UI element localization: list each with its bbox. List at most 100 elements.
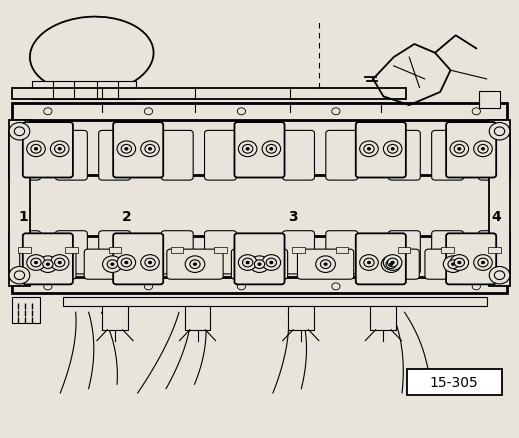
- Circle shape: [257, 263, 262, 266]
- Circle shape: [148, 148, 152, 151]
- Circle shape: [323, 263, 327, 266]
- Bar: [9, 121, 30, 286]
- Bar: [63, 297, 487, 306]
- Bar: [489, 121, 510, 286]
- FancyBboxPatch shape: [425, 250, 481, 279]
- FancyBboxPatch shape: [231, 250, 288, 279]
- Circle shape: [367, 261, 371, 265]
- Circle shape: [43, 260, 53, 269]
- Circle shape: [193, 263, 197, 266]
- Bar: [171, 248, 183, 253]
- Circle shape: [266, 145, 277, 154]
- Circle shape: [190, 260, 200, 269]
- Circle shape: [384, 141, 402, 157]
- FancyBboxPatch shape: [20, 250, 76, 279]
- FancyBboxPatch shape: [161, 131, 193, 181]
- FancyBboxPatch shape: [363, 250, 419, 279]
- Circle shape: [262, 141, 281, 157]
- Circle shape: [478, 258, 488, 267]
- Circle shape: [457, 148, 461, 151]
- Bar: [442, 248, 454, 253]
- Circle shape: [443, 256, 463, 273]
- Text: 1: 1: [18, 210, 28, 224]
- Circle shape: [495, 127, 504, 136]
- Bar: [479, 92, 500, 109]
- Circle shape: [31, 145, 41, 154]
- Circle shape: [141, 141, 159, 157]
- Circle shape: [107, 260, 117, 269]
- Bar: [18, 248, 31, 253]
- Bar: [102, 306, 128, 330]
- Circle shape: [489, 123, 510, 141]
- Circle shape: [245, 148, 250, 151]
- Circle shape: [360, 141, 378, 157]
- Circle shape: [141, 255, 159, 271]
- FancyBboxPatch shape: [432, 131, 463, 181]
- Circle shape: [38, 256, 58, 273]
- Circle shape: [254, 260, 265, 269]
- Circle shape: [367, 148, 371, 151]
- Bar: [406, 369, 502, 395]
- Circle shape: [269, 261, 274, 265]
- FancyBboxPatch shape: [9, 231, 40, 274]
- FancyBboxPatch shape: [84, 250, 141, 279]
- Bar: [488, 248, 501, 253]
- Circle shape: [117, 141, 135, 157]
- Circle shape: [237, 283, 245, 290]
- Bar: [12, 297, 40, 323]
- Circle shape: [46, 263, 50, 266]
- Circle shape: [242, 258, 253, 267]
- Circle shape: [238, 141, 257, 157]
- Text: 2: 2: [121, 210, 131, 224]
- Bar: [398, 248, 411, 253]
- Bar: [292, 248, 305, 253]
- FancyBboxPatch shape: [479, 131, 510, 181]
- FancyBboxPatch shape: [282, 231, 315, 274]
- Circle shape: [121, 145, 131, 154]
- Circle shape: [144, 283, 153, 290]
- Circle shape: [145, 258, 155, 267]
- FancyBboxPatch shape: [113, 123, 163, 178]
- Circle shape: [454, 145, 465, 154]
- FancyBboxPatch shape: [356, 234, 406, 285]
- Bar: [12, 277, 507, 293]
- Circle shape: [450, 255, 469, 271]
- Circle shape: [50, 255, 69, 271]
- Bar: [32, 82, 135, 99]
- Circle shape: [26, 141, 45, 157]
- Bar: [12, 103, 507, 120]
- Bar: [185, 306, 211, 330]
- Circle shape: [58, 261, 62, 265]
- Circle shape: [332, 109, 340, 116]
- FancyBboxPatch shape: [9, 131, 40, 181]
- Circle shape: [450, 141, 469, 157]
- Circle shape: [9, 267, 30, 284]
- Circle shape: [360, 255, 378, 271]
- Circle shape: [474, 255, 493, 271]
- Circle shape: [320, 260, 331, 269]
- FancyBboxPatch shape: [23, 234, 73, 285]
- Circle shape: [250, 256, 269, 273]
- FancyBboxPatch shape: [326, 131, 358, 181]
- FancyBboxPatch shape: [446, 123, 496, 178]
- Circle shape: [388, 258, 398, 267]
- Circle shape: [448, 260, 458, 269]
- Circle shape: [454, 258, 465, 267]
- Circle shape: [148, 261, 152, 265]
- Circle shape: [474, 141, 493, 157]
- Circle shape: [472, 283, 481, 290]
- Circle shape: [266, 258, 277, 267]
- Circle shape: [124, 261, 128, 265]
- FancyBboxPatch shape: [235, 234, 284, 285]
- Circle shape: [34, 261, 38, 265]
- FancyBboxPatch shape: [432, 231, 463, 274]
- FancyBboxPatch shape: [204, 131, 237, 181]
- Circle shape: [269, 148, 274, 151]
- Circle shape: [103, 256, 122, 273]
- Circle shape: [238, 255, 257, 271]
- Circle shape: [145, 145, 155, 154]
- Circle shape: [242, 145, 253, 154]
- Circle shape: [472, 109, 481, 116]
- Circle shape: [489, 267, 510, 284]
- Circle shape: [44, 109, 52, 116]
